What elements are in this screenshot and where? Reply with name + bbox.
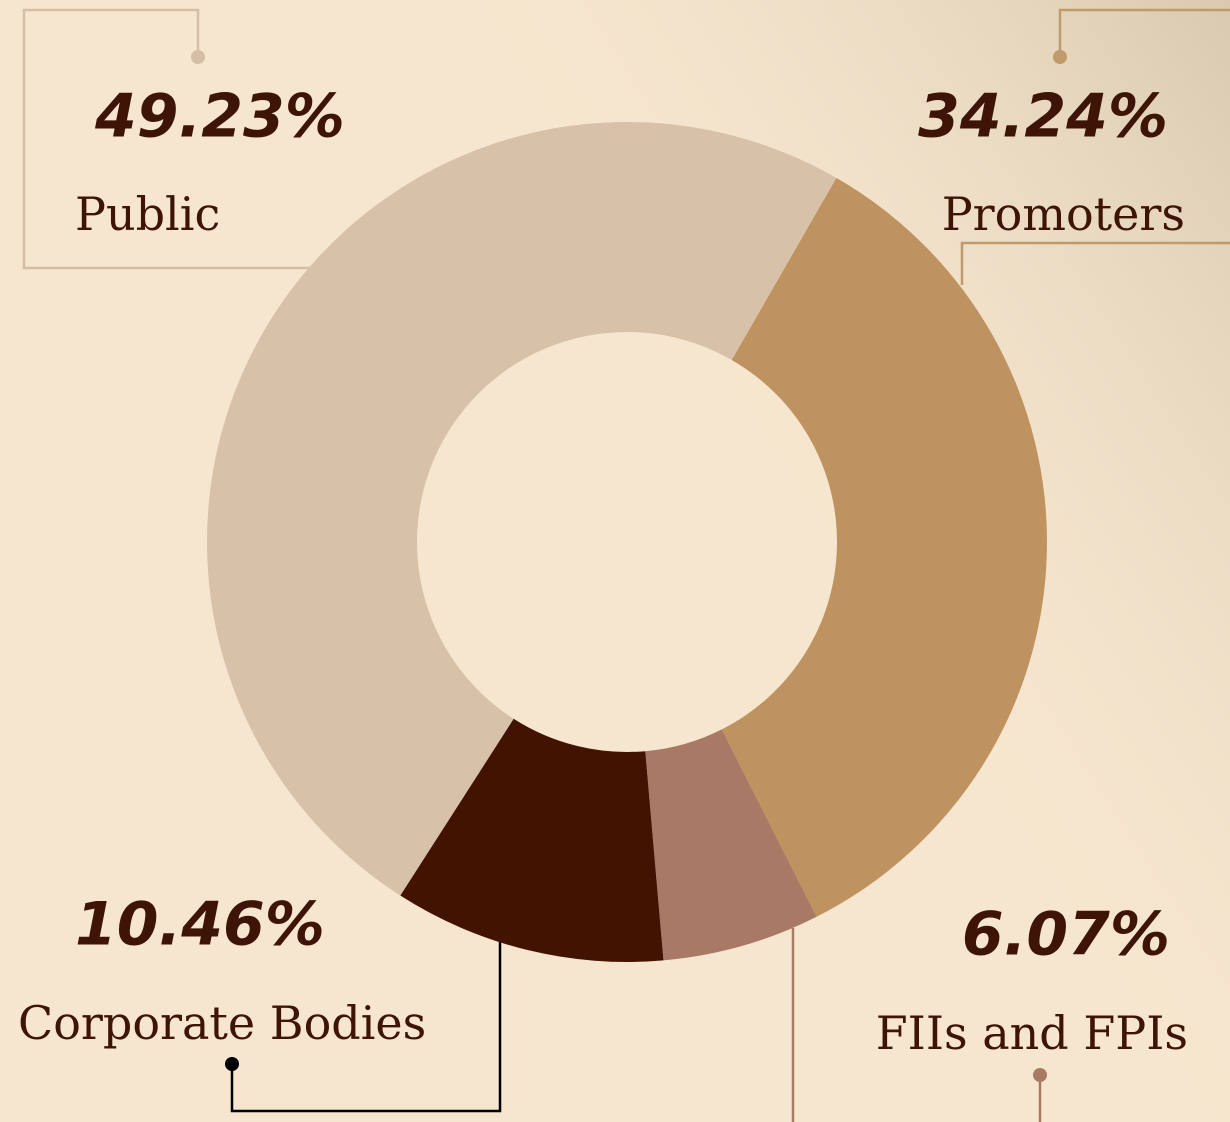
donut-slice — [400, 718, 664, 962]
leader-dot — [1033, 1068, 1047, 1082]
leader-line — [1058, 8, 1230, 57]
leader-line — [960, 241, 1230, 285]
value-label: 49.23% — [94, 82, 345, 152]
donut-slice — [645, 729, 817, 961]
category-label: FIIs and FPIs — [876, 1006, 1188, 1060]
leader-line — [22, 8, 310, 270]
value-label: 6.07% — [962, 900, 1170, 970]
leader-dot — [225, 1057, 239, 1071]
leader-dot — [191, 50, 205, 64]
leader-dot — [1053, 50, 1067, 64]
category-label: Promoters — [942, 187, 1185, 241]
donut-slice — [206, 121, 837, 896]
value-label: 10.46% — [75, 890, 325, 960]
donut-slice — [721, 177, 1047, 917]
category-label: Public — [75, 187, 220, 241]
value-label: 34.24% — [918, 82, 1168, 152]
category-label: Corporate Bodies — [18, 996, 426, 1050]
